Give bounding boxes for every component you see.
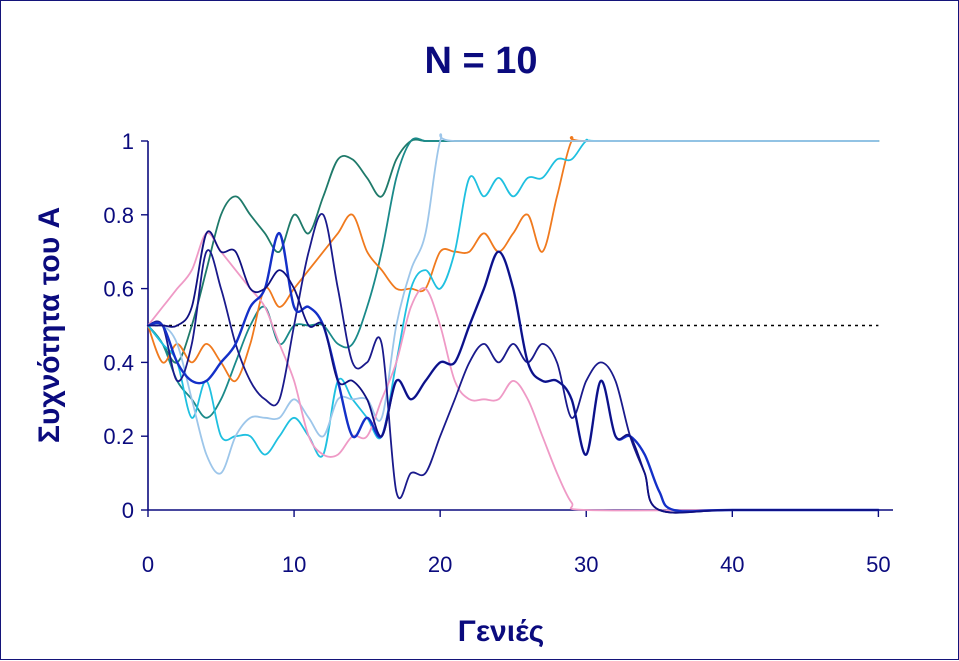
series-line-1 (147, 138, 880, 364)
x-tick-label: 0 (142, 552, 154, 577)
x-tick-label: 40 (720, 552, 744, 577)
y-tick-label: 0.2 (103, 424, 134, 449)
y-tick-label: 0.4 (103, 350, 134, 375)
series-line-6 (147, 232, 880, 512)
axes: 00.20.40.60.810 10 20 30 40 50 (103, 129, 893, 577)
y-tick-label: 0.6 (103, 277, 134, 302)
series-line-9 (147, 230, 880, 514)
x-tick-label: 20 (428, 552, 452, 577)
series-line-2 (147, 137, 880, 419)
y-axis-title: Συχνότητα του A (33, 207, 66, 443)
x-tick-label: 30 (574, 552, 598, 577)
chart-title: N = 10 (424, 40, 537, 82)
series-line-8 (146, 232, 880, 513)
x-tick-label: 50 (866, 552, 890, 577)
y-tick-label: 0.8 (103, 203, 134, 228)
x-axis-title: Γενιές (458, 615, 544, 648)
series-line-5 (147, 133, 880, 475)
series-line-3 (147, 136, 880, 383)
y-tick-label: 1 (122, 129, 134, 154)
series-line-7 (147, 212, 880, 514)
series-layer (146, 133, 880, 514)
x-tick-label: 10 (282, 552, 306, 577)
y-tick-label: 0 (122, 498, 134, 523)
